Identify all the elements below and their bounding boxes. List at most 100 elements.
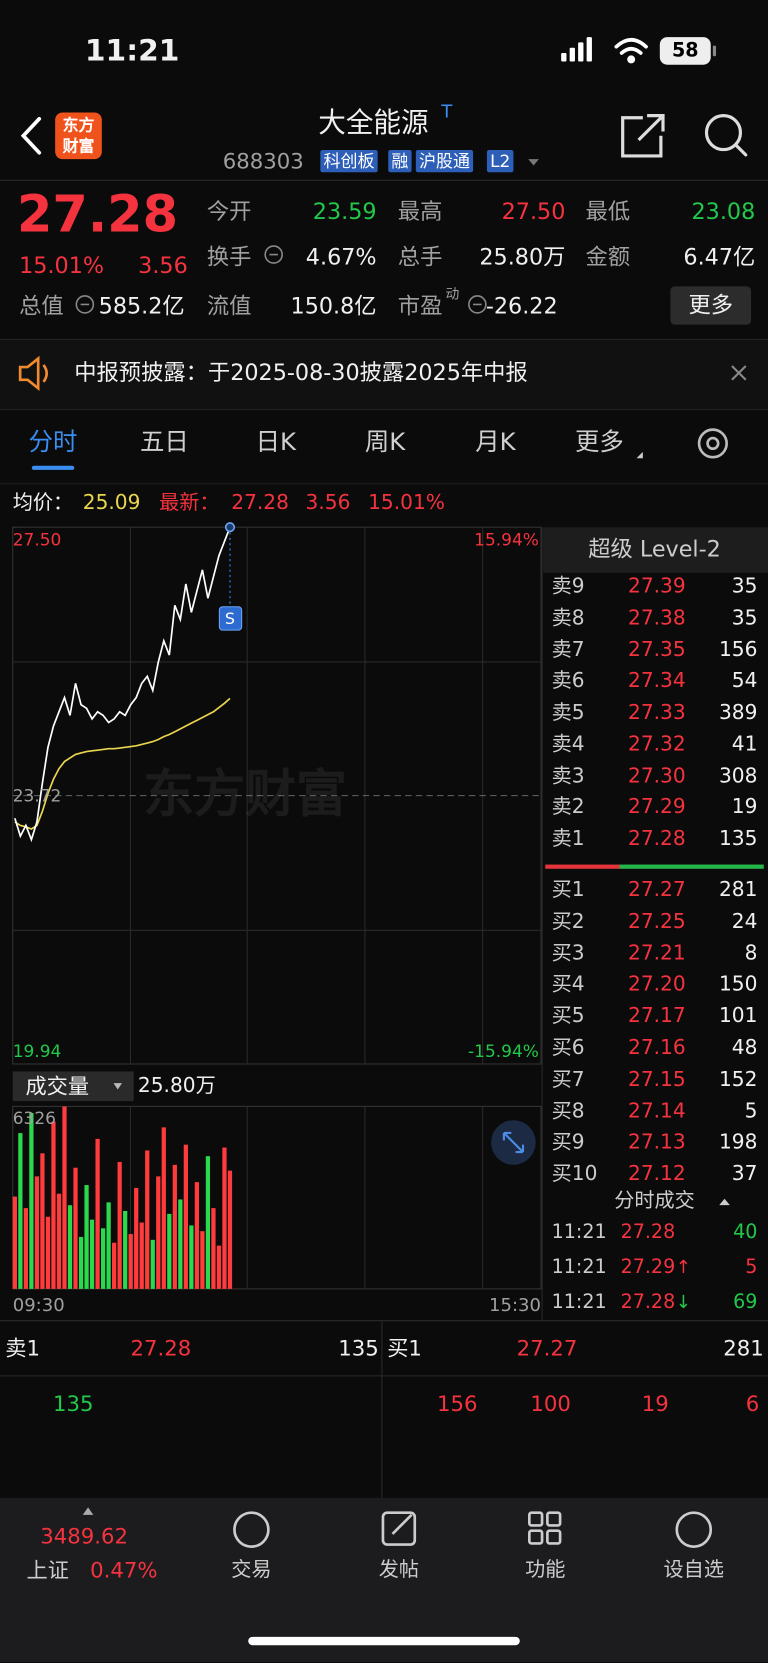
book-price: 27.32 bbox=[627, 732, 686, 756]
change-pct: 15.01% bbox=[19, 252, 105, 279]
close-notice[interactable] bbox=[731, 365, 747, 381]
book-volume: 24 bbox=[731, 909, 758, 933]
search-handle bbox=[734, 143, 748, 157]
x-tick-label: 15:30 bbox=[489, 1295, 542, 1317]
book-volume: 35 bbox=[731, 606, 758, 630]
tab-more-arrow bbox=[636, 451, 643, 459]
volume-bar bbox=[12, 1196, 17, 1289]
volume-bar bbox=[29, 1112, 34, 1289]
book-price: 27.15 bbox=[627, 1067, 686, 1091]
volume-bar bbox=[222, 1147, 227, 1289]
trades-arrow bbox=[719, 1198, 730, 1206]
tab[interactable]: 周K bbox=[364, 428, 406, 457]
nav-icons bbox=[233, 1511, 713, 1548]
book-label: 买3 bbox=[551, 941, 585, 965]
gear-center bbox=[706, 436, 720, 451]
field-value: 23.08 bbox=[691, 198, 756, 225]
book-volume: 152 bbox=[718, 1067, 758, 1091]
field-sup: 动 bbox=[445, 286, 460, 303]
pct-tick-label: 15.94% bbox=[474, 529, 539, 550]
volume-bar bbox=[34, 1176, 40, 1289]
index-value: 3489.62 bbox=[40, 1523, 129, 1549]
volume-bar bbox=[134, 1187, 139, 1289]
speaker-icon bbox=[18, 355, 48, 392]
share-button[interactable] bbox=[621, 114, 665, 158]
book-price: 27.12 bbox=[627, 1162, 686, 1186]
volume-bar bbox=[123, 1210, 128, 1289]
volume-bar bbox=[139, 1222, 144, 1289]
volume-label: 成交量 bbox=[25, 1073, 90, 1099]
status-time: 11:21 bbox=[84, 33, 180, 69]
nav-item[interactable]: 功能 bbox=[525, 1557, 566, 1582]
settings-button[interactable] bbox=[697, 428, 728, 459]
book-volume: 135 bbox=[718, 827, 758, 851]
stock-code: 688303 bbox=[222, 148, 304, 174]
logo-text: 财富 bbox=[62, 136, 95, 156]
book-price: 27.38 bbox=[627, 606, 686, 630]
queue-order: 19 bbox=[641, 1390, 669, 1417]
expand-arrows bbox=[502, 1131, 525, 1154]
field-label: 今开 bbox=[206, 198, 252, 225]
volume-bar bbox=[67, 1205, 73, 1289]
book-volume: 37 bbox=[731, 1162, 758, 1186]
back-button[interactable] bbox=[20, 116, 42, 155]
info-icon bbox=[264, 245, 283, 264]
tab[interactable]: 月K bbox=[475, 428, 516, 457]
marker-box bbox=[218, 606, 243, 631]
level2-header-bg bbox=[543, 527, 768, 573]
book-price: 27.16 bbox=[627, 1035, 686, 1060]
change-value: 3.56 bbox=[138, 252, 188, 279]
volume-bar bbox=[45, 1216, 51, 1289]
tab[interactable]: 更多 bbox=[574, 428, 624, 457]
book-volume: 198 bbox=[718, 1130, 758, 1155]
volume-bar bbox=[117, 1161, 122, 1289]
tab[interactable]: 分时 bbox=[28, 428, 78, 457]
volume-bar bbox=[78, 1236, 84, 1289]
gear-ring bbox=[697, 428, 728, 459]
notice-text: 中报预披露：于2025-08-30披露2025年中报 bbox=[74, 360, 528, 386]
tab-indicator bbox=[31, 465, 75, 470]
speaker-body bbox=[18, 355, 40, 392]
book-volume: 281 bbox=[718, 877, 758, 902]
volume-bar bbox=[189, 1225, 194, 1289]
stock-tag: 科创板 bbox=[320, 150, 378, 173]
volume-arrow bbox=[113, 1083, 122, 1090]
nav-item[interactable]: 交易 bbox=[231, 1557, 272, 1582]
watermark: 东方财富 bbox=[143, 765, 347, 825]
book-label: 卖2 bbox=[551, 795, 585, 819]
volume-selector[interactable] bbox=[12, 1071, 134, 1102]
field-label: 最低 bbox=[585, 198, 631, 225]
nav-item[interactable]: 发帖 bbox=[378, 1557, 420, 1582]
volume-bar bbox=[112, 1242, 117, 1289]
volume-bar bbox=[56, 1193, 62, 1289]
queue-price: 27.27 bbox=[516, 1335, 578, 1362]
watch-icon bbox=[675, 1511, 713, 1548]
field-label: 总手 bbox=[397, 244, 443, 270]
book-volume: 41 bbox=[731, 732, 758, 756]
tab[interactable]: 日K bbox=[255, 428, 297, 457]
volume-bar bbox=[167, 1213, 172, 1289]
search-button[interactable] bbox=[704, 114, 748, 157]
more-button[interactable]: 更多 bbox=[688, 292, 734, 318]
volume-bar bbox=[200, 1231, 205, 1289]
volume-bar bbox=[100, 1228, 106, 1289]
volume-bar bbox=[205, 1156, 211, 1289]
field-value: 150.8亿 bbox=[290, 293, 377, 319]
func-icon bbox=[546, 1511, 562, 1527]
logo-text: 东方 bbox=[62, 115, 95, 135]
book-price: 27.13 bbox=[627, 1130, 686, 1155]
depth-sell bbox=[545, 864, 620, 869]
volume-bar bbox=[156, 1176, 161, 1289]
wifi-icon bbox=[614, 37, 648, 64]
queue-label: 卖1 bbox=[5, 1335, 41, 1362]
trade-time: 11:21 bbox=[551, 1291, 607, 1314]
dropdown-arrow[interactable] bbox=[528, 159, 539, 166]
tab[interactable]: 五日 bbox=[140, 428, 189, 457]
field-label: 总值 bbox=[19, 293, 64, 319]
signal-bar bbox=[578, 42, 584, 62]
func-icon bbox=[528, 1529, 544, 1545]
book-price: 27.35 bbox=[627, 637, 686, 661]
book-price: 27.21 bbox=[627, 941, 686, 965]
speaker-wave bbox=[42, 364, 48, 383]
nav-item[interactable]: 设自选 bbox=[663, 1557, 725, 1582]
